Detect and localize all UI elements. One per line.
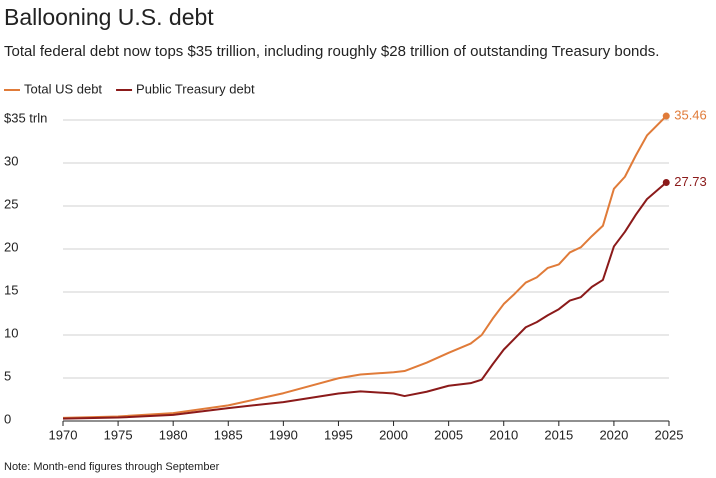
end-point	[662, 112, 670, 120]
y-tick-label: 10	[4, 325, 18, 340]
x-tick-label: 2005	[434, 427, 463, 442]
end-label: 35.46	[674, 107, 707, 122]
x-tick-label: 2015	[544, 427, 573, 442]
series-line	[62, 115, 667, 419]
y-tick-label: 5	[4, 368, 11, 383]
chart-title: Ballooning U.S. debt	[4, 4, 214, 30]
x-tick-label: 2010	[489, 427, 518, 442]
end-label: 27.73	[674, 174, 707, 189]
y-tick-label: 0	[4, 411, 11, 426]
x-tick-label: 1980	[159, 427, 188, 442]
x-tick-label: 2020	[599, 427, 628, 442]
x-tick-label: 1990	[269, 427, 298, 442]
series-line	[62, 181, 667, 420]
x-tick-label: 1995	[324, 427, 353, 442]
legend-label: Total US debt	[24, 81, 102, 96]
x-tick-label: 2000	[379, 427, 408, 442]
y-tick-label: 20	[4, 239, 18, 254]
x-tick-label: 1970	[49, 427, 78, 442]
chart-subtitle: Total federal debt now tops $35 trillion…	[4, 43, 659, 60]
legend-label: Public Treasury debt	[136, 81, 255, 96]
y-tick-label: 30	[4, 153, 18, 168]
x-tick-label: 2025	[655, 427, 684, 442]
note: Note: Month-end figures through Septembe…	[4, 461, 220, 473]
y-tick-label: $35 trln	[4, 110, 47, 125]
end-point	[662, 179, 670, 187]
y-tick-label: 25	[4, 196, 18, 211]
x-tick-label: 1985	[214, 427, 243, 442]
x-tick-label: 1975	[104, 427, 133, 442]
y-tick-label: 15	[4, 282, 18, 297]
